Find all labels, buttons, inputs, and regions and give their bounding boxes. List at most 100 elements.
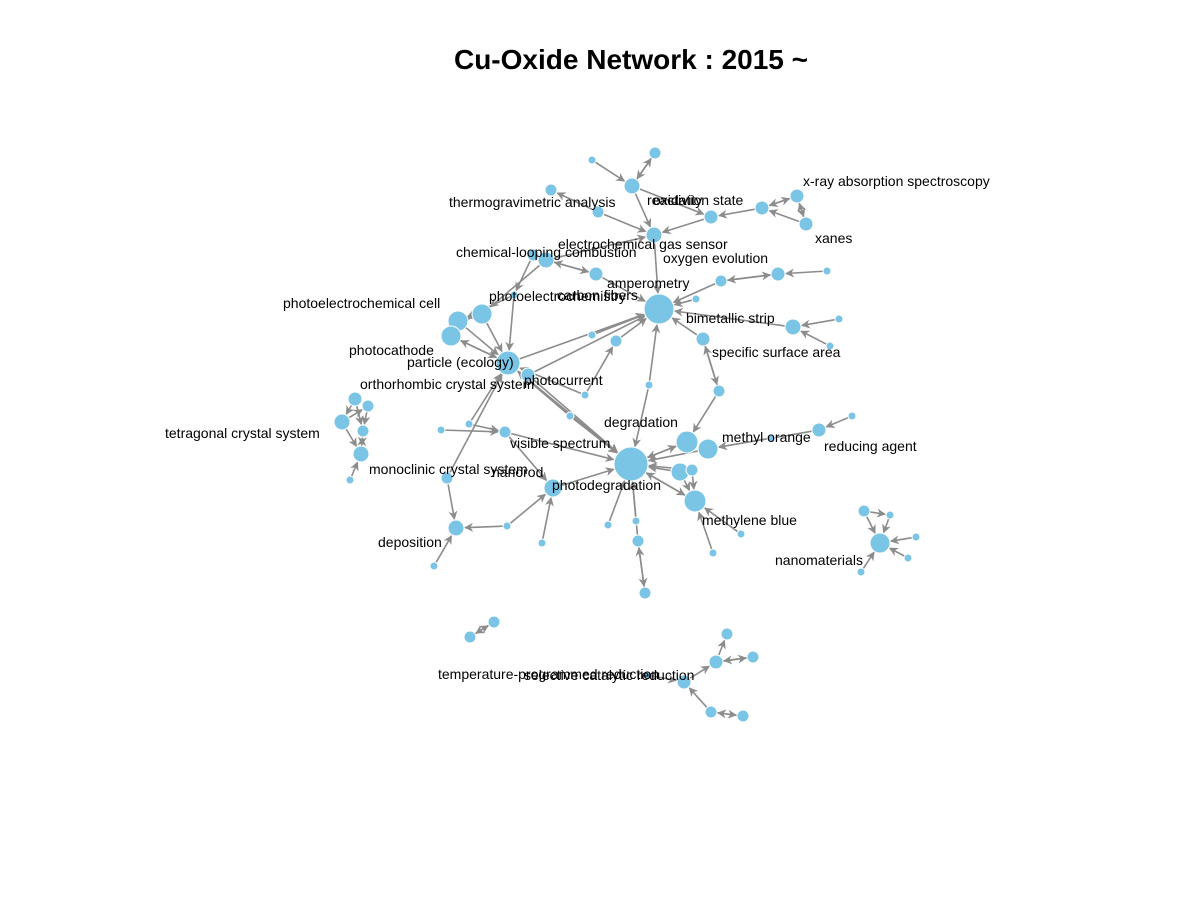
node-vs	[498, 425, 512, 439]
edge	[594, 161, 626, 182]
node-cl2	[526, 248, 540, 262]
node-nm2	[857, 504, 871, 518]
edge	[717, 430, 813, 451]
node-s3	[746, 650, 760, 664]
node-t1	[347, 391, 363, 407]
node-vs2	[464, 419, 474, 429]
edge	[532, 378, 619, 453]
edge	[628, 481, 639, 536]
label-photoelectrochemistry: photoelectrochemistry	[489, 288, 626, 304]
edge	[519, 312, 645, 360]
edge	[348, 408, 363, 419]
edge	[825, 416, 849, 428]
node-pe	[509, 290, 519, 300]
node-mo	[675, 430, 699, 454]
edge	[632, 388, 649, 448]
edge	[768, 196, 791, 207]
edge	[882, 518, 891, 534]
edge	[462, 315, 473, 324]
node-cf	[588, 266, 604, 282]
label-degradation: degradation	[604, 414, 678, 430]
label-oxygen-evolution: oxygen evolution	[663, 250, 768, 266]
node-sm5	[565, 411, 575, 421]
node-s4	[720, 627, 734, 641]
node-xa	[798, 216, 814, 232]
edge	[889, 535, 913, 545]
label-xanes: xanes	[815, 230, 852, 246]
edge	[345, 428, 358, 448]
node-oe	[714, 274, 728, 288]
node-pcat	[440, 325, 462, 347]
label-temperature-programmed-reduction: temperature-programmed reduction	[438, 666, 659, 682]
edge	[717, 208, 756, 219]
node-sm1	[609, 334, 623, 348]
node-mo2	[697, 438, 719, 460]
node-tg	[591, 205, 605, 219]
edge	[485, 322, 503, 353]
edge	[460, 339, 498, 359]
edge	[673, 307, 786, 327]
edge	[635, 547, 645, 588]
label-thermogravimetric-analysis: thermogravimetric analysis	[449, 194, 616, 210]
node-t6	[345, 475, 355, 485]
edge	[542, 496, 554, 540]
node-pcur	[520, 367, 536, 383]
edge	[634, 192, 652, 228]
label-visible-spectrum: visible spectrum	[510, 435, 610, 451]
edge	[688, 687, 708, 709]
edge	[489, 264, 541, 308]
label-deposition: deposition	[378, 534, 442, 550]
node-pg	[543, 478, 563, 498]
edge	[869, 508, 886, 518]
node-ra3	[766, 433, 776, 443]
edge	[603, 213, 647, 233]
node-cl	[537, 251, 555, 269]
node-tg2	[544, 183, 558, 197]
edge	[516, 369, 618, 454]
node-s1	[676, 674, 692, 690]
edge	[800, 330, 827, 345]
node-dep2	[502, 521, 512, 531]
edge	[475, 624, 490, 634]
node-t4	[356, 424, 370, 438]
label-tetragonal-crystal-system: tetragonal crystal system	[165, 425, 320, 441]
node-re	[623, 177, 641, 195]
edge	[645, 471, 686, 496]
edge	[800, 318, 836, 329]
node-d3	[631, 534, 645, 548]
label-selective-catalytic-reduction: selective catalytic reduction	[524, 667, 694, 683]
edge	[510, 432, 615, 462]
edge	[703, 345, 719, 386]
edge	[888, 547, 905, 557]
node-mc	[440, 471, 454, 485]
label-methylene-blue: methylene blue	[702, 512, 797, 528]
node-nm4	[911, 532, 921, 542]
label-x-ray-absorption-spectroscopy: x-ray absorption spectroscopy	[803, 173, 990, 189]
edge	[704, 507, 739, 533]
node-nm5	[903, 553, 913, 563]
label-reducing-agent: reducing agent	[824, 438, 917, 454]
edge	[717, 639, 726, 656]
node-bs	[695, 331, 711, 347]
edge	[661, 218, 705, 235]
edge	[553, 260, 590, 273]
label-reactivity: reactivity	[647, 192, 702, 208]
node-ra	[811, 422, 827, 438]
node-d2	[631, 516, 641, 526]
node-dep3	[429, 561, 439, 571]
label-nanomaterials: nanomaterials	[775, 552, 863, 568]
edge	[865, 516, 876, 534]
edge	[646, 445, 677, 459]
edge	[350, 461, 359, 477]
edge	[556, 192, 593, 211]
label-amperometry: amperometry	[607, 275, 689, 291]
label-photodegradation: photodegradation	[552, 477, 661, 493]
node-gs	[645, 226, 663, 244]
edge	[671, 317, 698, 336]
node-nm	[869, 532, 891, 554]
edge	[723, 655, 748, 665]
node-d4	[638, 586, 652, 600]
node-sm2	[587, 330, 597, 340]
